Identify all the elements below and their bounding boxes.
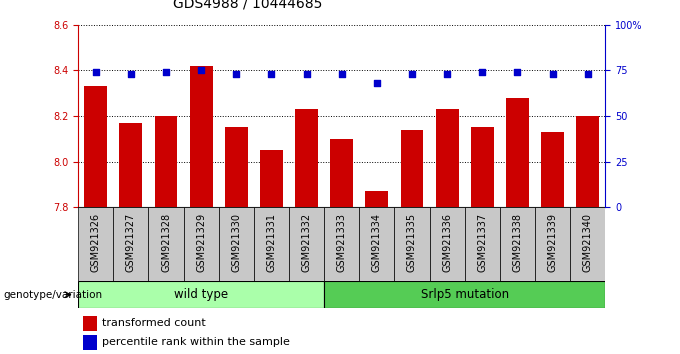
Point bbox=[231, 71, 242, 77]
FancyBboxPatch shape bbox=[430, 207, 464, 281]
FancyBboxPatch shape bbox=[500, 207, 535, 281]
Text: GSM921326: GSM921326 bbox=[90, 213, 101, 272]
FancyBboxPatch shape bbox=[254, 207, 289, 281]
Text: GSM921330: GSM921330 bbox=[231, 213, 241, 272]
Text: percentile rank within the sample: percentile rank within the sample bbox=[102, 337, 290, 347]
Point bbox=[301, 71, 312, 77]
Bar bbox=[365, 191, 388, 207]
Bar bbox=[330, 139, 353, 207]
Text: GSM921335: GSM921335 bbox=[407, 213, 417, 272]
Text: GSM921333: GSM921333 bbox=[337, 213, 347, 272]
FancyBboxPatch shape bbox=[570, 207, 605, 281]
Point bbox=[336, 71, 347, 77]
Bar bbox=[295, 109, 318, 207]
FancyBboxPatch shape bbox=[359, 207, 394, 281]
Point bbox=[371, 80, 382, 86]
FancyBboxPatch shape bbox=[148, 207, 184, 281]
Bar bbox=[506, 98, 529, 207]
Text: GSM921332: GSM921332 bbox=[301, 213, 311, 272]
Text: GSM921329: GSM921329 bbox=[196, 213, 206, 272]
FancyBboxPatch shape bbox=[78, 207, 114, 281]
Bar bbox=[576, 116, 599, 207]
Point bbox=[582, 71, 593, 77]
Point bbox=[196, 68, 207, 73]
Bar bbox=[541, 132, 564, 207]
FancyBboxPatch shape bbox=[324, 207, 359, 281]
Bar bbox=[436, 109, 458, 207]
Bar bbox=[225, 127, 248, 207]
Text: GSM921336: GSM921336 bbox=[442, 213, 452, 272]
Point bbox=[160, 69, 171, 75]
Bar bbox=[190, 66, 213, 207]
Text: GSM921327: GSM921327 bbox=[126, 213, 136, 272]
Point bbox=[407, 71, 418, 77]
Bar bbox=[78, 281, 324, 308]
Point bbox=[90, 69, 101, 75]
Text: Srlp5 mutation: Srlp5 mutation bbox=[421, 288, 509, 301]
Bar bbox=[84, 316, 97, 331]
Bar bbox=[471, 127, 494, 207]
FancyBboxPatch shape bbox=[464, 207, 500, 281]
Text: wild type: wild type bbox=[174, 288, 228, 301]
Text: GSM921340: GSM921340 bbox=[583, 213, 593, 272]
Bar bbox=[84, 86, 107, 207]
Text: GSM921338: GSM921338 bbox=[512, 213, 522, 272]
Bar bbox=[154, 116, 177, 207]
FancyBboxPatch shape bbox=[184, 207, 219, 281]
Text: GSM921334: GSM921334 bbox=[372, 213, 382, 272]
Point bbox=[547, 71, 558, 77]
Text: GSM921328: GSM921328 bbox=[161, 213, 171, 272]
FancyBboxPatch shape bbox=[114, 207, 148, 281]
Point bbox=[442, 71, 453, 77]
FancyBboxPatch shape bbox=[394, 207, 430, 281]
Bar bbox=[120, 123, 142, 207]
FancyBboxPatch shape bbox=[535, 207, 570, 281]
FancyBboxPatch shape bbox=[219, 207, 254, 281]
Text: GSM921331: GSM921331 bbox=[267, 213, 277, 272]
Point bbox=[125, 71, 136, 77]
Point bbox=[512, 69, 523, 75]
Bar bbox=[324, 281, 605, 308]
Text: GSM921337: GSM921337 bbox=[477, 213, 488, 272]
Text: GDS4988 / 10444685: GDS4988 / 10444685 bbox=[173, 0, 322, 11]
Bar bbox=[84, 335, 97, 350]
Point bbox=[477, 69, 488, 75]
Bar bbox=[401, 130, 424, 207]
Point bbox=[266, 71, 277, 77]
Bar bbox=[260, 150, 283, 207]
FancyBboxPatch shape bbox=[289, 207, 324, 281]
Text: transformed count: transformed count bbox=[102, 318, 205, 328]
Text: GSM921339: GSM921339 bbox=[547, 213, 558, 272]
Text: genotype/variation: genotype/variation bbox=[3, 290, 103, 300]
